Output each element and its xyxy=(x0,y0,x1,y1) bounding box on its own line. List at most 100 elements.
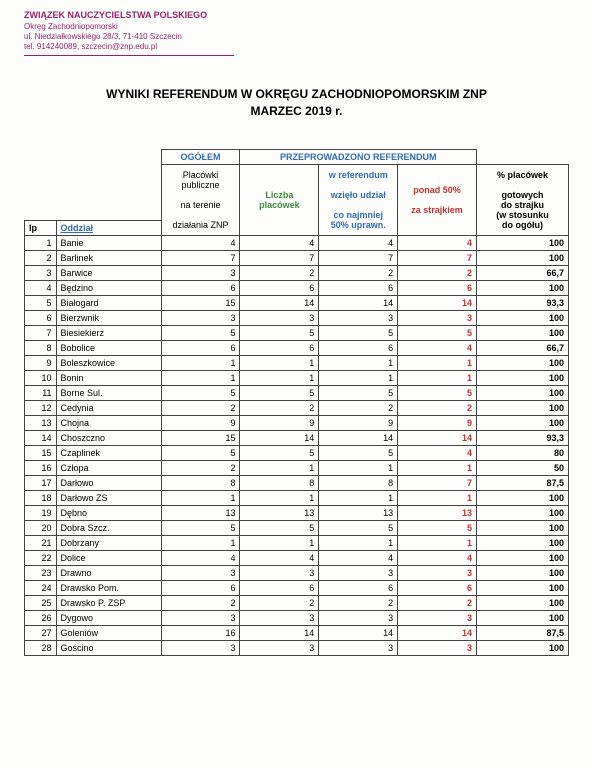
org-name: ZWIĄZEK NAUCZYCIELSTWA POLSKIEGO xyxy=(24,10,234,22)
cell-c2: 3 xyxy=(240,611,319,626)
cell-c2: 2 xyxy=(240,401,319,416)
cell-c2: 1 xyxy=(240,371,319,386)
cell-c3: 14 xyxy=(319,431,398,446)
cell-oddzial: Boleszkowice xyxy=(56,356,161,371)
cell-pct: 93,3 xyxy=(476,431,568,446)
hdr-pct5: do ogółu) xyxy=(502,220,543,230)
cell-c3: 14 xyxy=(319,296,398,311)
cell-c1: 9 xyxy=(161,416,240,431)
cell-c4: 1 xyxy=(398,371,477,386)
cell-pct: 100 xyxy=(476,371,568,386)
cell-c4: 4 xyxy=(398,446,477,461)
cell-c1: 5 xyxy=(161,521,240,536)
cell-c4: 3 xyxy=(398,641,477,656)
cell-pct: 50 xyxy=(476,461,568,476)
cell-c4: 9 xyxy=(398,416,477,431)
table-row: 20Dobra Szcz.5555100 xyxy=(25,521,569,536)
cell-c2: 5 xyxy=(240,446,319,461)
cell-pct: 100 xyxy=(476,311,568,326)
cell-c1: 1 xyxy=(161,356,240,371)
cell-c3: 4 xyxy=(319,551,398,566)
hdr-p50: ponad 50% xyxy=(413,185,461,195)
cell-oddzial: Chojna xyxy=(56,416,161,431)
cell-oddzial: Goleniów xyxy=(56,626,161,641)
cell-oddzial: Drawsko Pom. xyxy=(56,581,161,596)
table-row: 11Borne Sul.5555100 xyxy=(25,386,569,401)
table-row: 12Cedynia2222100 xyxy=(25,401,569,416)
cell-c3: 7 xyxy=(319,251,398,266)
cell-c4: 6 xyxy=(398,281,477,296)
cell-lp: 15 xyxy=(25,446,57,461)
cell-c2: 6 xyxy=(240,581,319,596)
cell-c3: 5 xyxy=(319,326,398,341)
cell-c1: 5 xyxy=(161,386,240,401)
cell-c3: 6 xyxy=(319,281,398,296)
cell-pct: 100 xyxy=(476,401,568,416)
cell-lp: 22 xyxy=(25,551,57,566)
cell-oddzial: Darłowo ZS xyxy=(56,491,161,506)
table-row: 5Białogard1514141493,3 xyxy=(25,296,569,311)
hdr-nt: na terenie xyxy=(181,200,221,210)
cell-lp: 21 xyxy=(25,536,57,551)
cell-oddzial: Dębno xyxy=(56,506,161,521)
cell-lp: 8 xyxy=(25,341,57,356)
cell-c1: 6 xyxy=(161,281,240,296)
cell-c3: 9 xyxy=(319,416,398,431)
cell-lp: 4 xyxy=(25,281,57,296)
cell-pct: 100 xyxy=(476,386,568,401)
cell-c3: 1 xyxy=(319,536,398,551)
table-row: 26Dygowo3333100 xyxy=(25,611,569,626)
table-row: 7Biesiekierz5555100 xyxy=(25,326,569,341)
cell-c1: 2 xyxy=(161,401,240,416)
table-row: 8Bobolice666466,7 xyxy=(25,341,569,356)
cell-pct: 100 xyxy=(476,581,568,596)
cell-lp: 16 xyxy=(25,461,57,476)
table-row: 28Gościno3333100 xyxy=(25,641,569,656)
cell-pct: 100 xyxy=(476,641,568,656)
cell-c4: 1 xyxy=(398,491,477,506)
cell-lp: 25 xyxy=(25,596,57,611)
cell-c2: 3 xyxy=(240,641,319,656)
header-lp: lp xyxy=(25,221,57,236)
cell-c4: 2 xyxy=(398,596,477,611)
table-row: 4Będzino6666100 xyxy=(25,281,569,296)
hdr-cn: co najmniej xyxy=(333,210,383,220)
cell-c2: 4 xyxy=(240,236,319,251)
cell-pct: 66,7 xyxy=(476,266,568,281)
cell-pct: 100 xyxy=(476,506,568,521)
cell-c2: 8 xyxy=(240,476,319,491)
table-row: 25Drawsko P. ZSP2222100 xyxy=(25,596,569,611)
cell-oddzial: Dobra Szcz. xyxy=(56,521,161,536)
cell-lp: 10 xyxy=(25,371,57,386)
table-row: 9Boleszkowice1111100 xyxy=(25,356,569,371)
cell-c3: 5 xyxy=(319,521,398,536)
cell-c4: 1 xyxy=(398,461,477,476)
cell-lp: 24 xyxy=(25,581,57,596)
table-row: 23Drawno3333100 xyxy=(25,566,569,581)
table-row: 21Dobrzany1111100 xyxy=(25,536,569,551)
hdr-pct2: gotowych xyxy=(501,190,543,200)
cell-c3: 1 xyxy=(319,356,398,371)
cell-oddzial: Człopa xyxy=(56,461,161,476)
cell-c4: 6 xyxy=(398,581,477,596)
cell-c4: 14 xyxy=(398,431,477,446)
cell-c3: 2 xyxy=(319,596,398,611)
cell-pct: 100 xyxy=(476,416,568,431)
cell-c2: 2 xyxy=(240,596,319,611)
cell-lp: 17 xyxy=(25,476,57,491)
cell-c4: 5 xyxy=(398,326,477,341)
table-row: 10Bonin1111100 xyxy=(25,371,569,386)
title-line-1: WYNIKI REFERENDUM W OKRĘGU ZACHODNIOPOMO… xyxy=(24,86,569,103)
cell-lp: 18 xyxy=(25,491,57,506)
cell-oddzial: Drawno xyxy=(56,566,161,581)
cell-c3: 14 xyxy=(319,626,398,641)
cell-c3: 1 xyxy=(319,371,398,386)
cell-c1: 7 xyxy=(161,251,240,266)
cell-lp: 3 xyxy=(25,266,57,281)
cell-pct: 100 xyxy=(476,356,568,371)
cell-oddzial: Bierzwnik xyxy=(56,311,161,326)
cell-c3: 13 xyxy=(319,506,398,521)
cell-c1: 2 xyxy=(161,461,240,476)
table-row: 17Darłowo888787,5 xyxy=(25,476,569,491)
table-row: 15Czaplinek555480 xyxy=(25,446,569,461)
